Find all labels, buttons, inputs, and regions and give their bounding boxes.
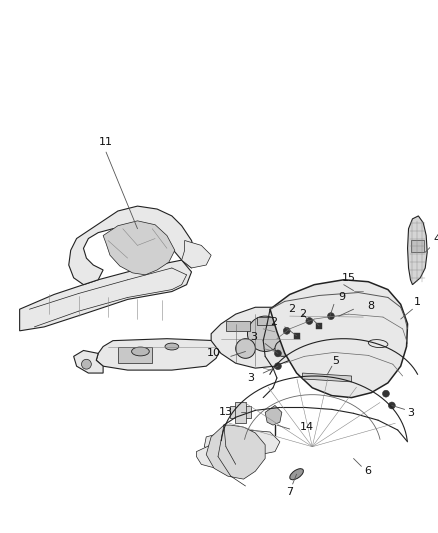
Text: 13: 13 <box>219 407 233 417</box>
Polygon shape <box>226 321 251 331</box>
Text: 1: 1 <box>414 297 421 308</box>
Text: 11: 11 <box>99 138 113 147</box>
Text: 3: 3 <box>250 332 257 342</box>
Polygon shape <box>410 240 424 252</box>
Polygon shape <box>103 221 175 275</box>
Ellipse shape <box>165 343 179 350</box>
Polygon shape <box>283 304 373 327</box>
Polygon shape <box>96 338 221 370</box>
Polygon shape <box>316 323 322 329</box>
Polygon shape <box>270 280 407 398</box>
Polygon shape <box>211 307 303 368</box>
Polygon shape <box>74 351 103 373</box>
Circle shape <box>275 363 281 369</box>
Polygon shape <box>69 206 196 285</box>
Circle shape <box>81 359 92 369</box>
Polygon shape <box>303 373 352 382</box>
Text: 2: 2 <box>288 304 295 314</box>
Text: 8: 8 <box>367 301 375 311</box>
Polygon shape <box>20 260 191 331</box>
Polygon shape <box>196 445 231 469</box>
Polygon shape <box>257 317 280 325</box>
Circle shape <box>283 327 290 334</box>
Text: 14: 14 <box>300 422 314 432</box>
Text: 10: 10 <box>207 349 221 358</box>
Polygon shape <box>204 429 280 457</box>
Polygon shape <box>265 406 282 425</box>
Text: 5: 5 <box>332 356 339 366</box>
Ellipse shape <box>290 469 304 480</box>
Polygon shape <box>118 346 152 363</box>
Text: 2: 2 <box>299 309 306 319</box>
Text: 9: 9 <box>338 293 345 302</box>
Circle shape <box>382 390 389 397</box>
Text: 4: 4 <box>434 233 438 244</box>
Ellipse shape <box>131 347 149 356</box>
Circle shape <box>236 338 255 358</box>
Polygon shape <box>293 333 300 338</box>
Ellipse shape <box>368 340 388 348</box>
Polygon shape <box>206 425 265 479</box>
Text: 3: 3 <box>247 373 254 383</box>
Polygon shape <box>182 240 211 268</box>
Text: 7: 7 <box>286 487 293 497</box>
Circle shape <box>389 402 395 409</box>
Circle shape <box>328 313 334 319</box>
Circle shape <box>275 341 291 357</box>
Polygon shape <box>230 407 251 418</box>
Circle shape <box>247 316 283 351</box>
Text: 15: 15 <box>342 273 356 283</box>
Polygon shape <box>346 284 368 295</box>
Circle shape <box>275 350 281 357</box>
Text: 3: 3 <box>407 408 414 418</box>
Polygon shape <box>407 216 427 285</box>
Circle shape <box>306 318 313 325</box>
Text: 2: 2 <box>270 317 278 327</box>
Polygon shape <box>235 401 247 423</box>
Text: 6: 6 <box>364 466 371 477</box>
